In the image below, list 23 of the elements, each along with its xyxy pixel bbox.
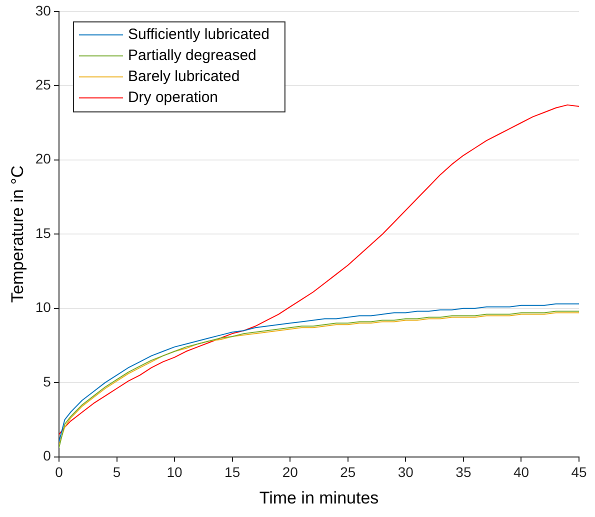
x-tick-label: 25 bbox=[340, 464, 356, 480]
x-tick-label: 10 bbox=[166, 464, 183, 480]
legend-label: Dry operation bbox=[128, 89, 218, 106]
x-tick-label: 35 bbox=[456, 464, 472, 480]
x-axis-title: Time in minutes bbox=[259, 488, 379, 508]
x-tick-label: 5 bbox=[112, 464, 121, 480]
x-tick-label: 30 bbox=[398, 464, 414, 480]
x-tick-label: 40 bbox=[513, 464, 530, 480]
x-tick-label: 45 bbox=[571, 464, 587, 480]
y-tick-label: 30 bbox=[35, 2, 52, 18]
legend-label: Sufficiently lubricated bbox=[128, 26, 270, 44]
x-tick-label: 20 bbox=[282, 464, 298, 480]
y-tick-label: 10 bbox=[35, 299, 52, 316]
x-tick-label: 0 bbox=[55, 464, 64, 480]
legend-label: Barely lubricated bbox=[128, 68, 240, 86]
y-tick-label: 15 bbox=[35, 224, 52, 241]
x-tick-label: 15 bbox=[224, 464, 240, 480]
y-tick-label: 25 bbox=[35, 76, 52, 92]
legend-label: Partially degreased bbox=[128, 47, 256, 64]
y-tick-label: 5 bbox=[43, 373, 52, 390]
y-tick-label: 20 bbox=[35, 150, 52, 167]
y-tick-label: 0 bbox=[43, 448, 52, 464]
y-axis-title: Temperature in °C bbox=[8, 166, 27, 303]
